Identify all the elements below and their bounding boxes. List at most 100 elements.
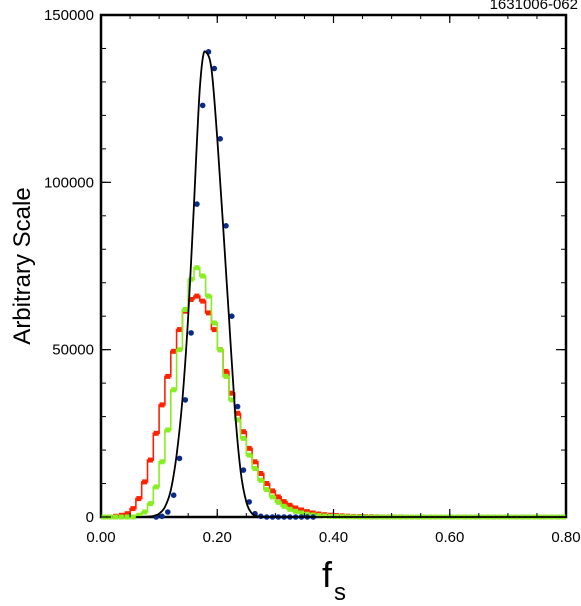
x-axis-title: f s: [322, 554, 346, 606]
series-2-point: [194, 265, 200, 271]
series-2-point: [118, 514, 124, 520]
series-1-point: [281, 499, 287, 505]
series-2-point: [159, 459, 165, 465]
series-2-point: [293, 508, 299, 514]
plot-area: [99, 13, 568, 520]
x-tick-label: 0.00: [86, 529, 115, 546]
plot-frame: [99, 13, 568, 519]
series-1-point: [159, 402, 165, 408]
series-4: [135, 50, 566, 518]
series-2-point: [211, 320, 217, 326]
series-1-point: [299, 507, 304, 513]
series-2-point: [182, 307, 188, 312]
x-tick-label: 0.80: [551, 529, 580, 546]
series-3-point: [165, 509, 171, 515]
series-3-point: [159, 513, 165, 520]
y-axis-title: Arbitrary Scale: [9, 187, 36, 344]
series-2-point: [124, 514, 130, 520]
series-1-point: [194, 293, 200, 299]
series-1-point: [142, 479, 148, 485]
series-1-point: [287, 502, 293, 508]
series-1-point: [304, 509, 310, 515]
x-tick-label: 0.60: [435, 529, 464, 546]
series-3-point: [188, 330, 194, 336]
series-1-point: [275, 494, 281, 500]
series-2-point: [130, 514, 136, 520]
y-tick-labels: 0 50000 100000 150000: [44, 7, 94, 526]
series-1-point: [130, 506, 136, 512]
x-axis-title-subscript: s: [334, 579, 346, 606]
y-tick-label: 150000: [44, 7, 94, 24]
x-axis-title-main: f: [322, 554, 333, 595]
series-3-point: [229, 313, 235, 320]
series-2-point: [270, 494, 275, 500]
series-2-point: [136, 512, 142, 518]
series-3-point: [217, 136, 223, 142]
x-tick-label: 0.40: [319, 529, 348, 546]
tick-layer: [100, 14, 567, 518]
series-2-point: [322, 513, 328, 519]
series-1-point: [147, 457, 153, 463]
series-1-point: [223, 368, 229, 374]
series-2-point: [223, 373, 229, 379]
x-tick-label: 0.20: [203, 529, 232, 546]
series-1-point: [171, 348, 177, 354]
y-tick-label: 0: [86, 509, 94, 526]
series-1-point: [177, 327, 182, 333]
series-2-point: [165, 427, 171, 433]
series-2-point: [142, 509, 148, 515]
series-1-point: [206, 310, 211, 316]
series-2: [101, 265, 566, 520]
series-2-point: [229, 397, 235, 403]
series-layer: [101, 49, 566, 520]
series-1-point: [200, 298, 206, 304]
series-2-steps: [101, 266, 566, 518]
series-1-point: [124, 511, 130, 517]
series-2-point: [188, 276, 194, 282]
series-1-point: [136, 496, 142, 502]
series-2-point: [299, 510, 304, 516]
series-2-point: [171, 387, 177, 393]
series-3-point: [194, 201, 200, 207]
series-1-point: [240, 429, 246, 435]
series-3-point: [223, 223, 229, 229]
y-tick-label: 100000: [44, 174, 94, 191]
series-2-point: [206, 293, 211, 299]
series-2-point: [316, 513, 322, 519]
series-2-point: [246, 452, 252, 458]
series-2-point: [281, 503, 287, 509]
series-2-point: [264, 487, 270, 493]
series-1-point: [188, 297, 194, 302]
series-2-point: [235, 417, 241, 423]
series-2-point: [240, 435, 246, 441]
series-1-point: [165, 373, 171, 379]
series-2-point: [287, 506, 293, 512]
y-tick-label: 50000: [52, 342, 94, 359]
series-3-point: [211, 65, 218, 72]
series-3-point: [199, 102, 206, 109]
figure-id: 1631006-062: [490, 0, 578, 13]
series-2-point: [258, 477, 264, 483]
series-1-point: [153, 430, 159, 436]
series-3-point: [182, 397, 189, 403]
series-1-point: [270, 488, 275, 494]
series-2-point: [200, 273, 206, 279]
series-2-point: [252, 466, 258, 471]
series-3-point: [240, 467, 247, 473]
series-3-point: [170, 492, 177, 499]
series-2-point: [147, 501, 153, 507]
series-3-point: [176, 455, 183, 462]
series-2-point: [217, 347, 223, 353]
series-2-point: [275, 499, 281, 505]
series-4-curve: [135, 50, 566, 518]
series-2-point: [153, 484, 159, 490]
series-3-point: [246, 499, 252, 505]
series-1-point: [229, 390, 235, 396]
series-1-point: [235, 410, 241, 416]
series-1-point: [252, 459, 258, 465]
series-1-point: [264, 481, 270, 486]
series-2-point: [113, 514, 118, 520]
series-1-point: [211, 327, 217, 333]
series-1-point: [246, 445, 252, 451]
